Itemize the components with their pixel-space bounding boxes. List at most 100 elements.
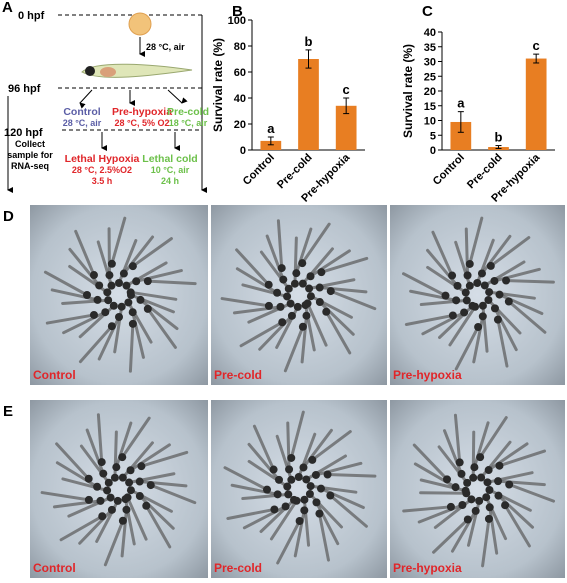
larva-head xyxy=(119,474,127,482)
photo-label: Control xyxy=(33,561,76,575)
larva-head xyxy=(442,292,450,300)
larva-head xyxy=(316,298,324,306)
larva-head xyxy=(294,303,302,311)
larva-head xyxy=(317,268,325,276)
larva-head xyxy=(470,463,478,471)
condition: 28 °C, 5% O2 xyxy=(114,118,169,128)
larva-head xyxy=(485,466,493,474)
y-tick-label: 5 xyxy=(430,130,436,142)
larva-head xyxy=(90,311,98,319)
larva-head xyxy=(94,296,102,304)
larva-head xyxy=(270,505,278,513)
larva-head xyxy=(283,292,291,300)
panel-label: E xyxy=(3,403,13,420)
y-tick-label: 20 xyxy=(424,86,436,98)
larva-head xyxy=(326,492,334,500)
larva-head xyxy=(481,281,489,289)
larva-head xyxy=(95,281,103,289)
y-tick-label: 10 xyxy=(424,116,436,128)
arrow xyxy=(168,90,182,103)
larva-head xyxy=(120,270,128,278)
larva-head xyxy=(144,305,152,313)
y-tick-label: 80 xyxy=(234,41,246,53)
larva-head xyxy=(108,260,116,268)
y-tick-label: 60 xyxy=(234,67,246,79)
larva-head xyxy=(278,264,286,272)
larva-head xyxy=(316,284,324,292)
larva-head xyxy=(479,302,487,310)
annotation: b xyxy=(495,130,503,145)
larva-head xyxy=(108,282,116,290)
time-label: 96 hpf xyxy=(8,83,41,95)
larva-head xyxy=(278,318,286,326)
condition: 28 °C, 2.5%O2 xyxy=(72,165,132,175)
larva-head xyxy=(307,292,315,300)
larva-head xyxy=(477,474,485,482)
larva-head xyxy=(107,494,115,502)
larva-head xyxy=(495,291,503,299)
panel-label: A xyxy=(2,0,13,16)
larva-head xyxy=(501,501,509,509)
larva-head xyxy=(125,479,133,487)
larva-head xyxy=(463,296,471,304)
larva-head xyxy=(101,308,109,316)
larva-head xyxy=(129,320,137,328)
larva-head xyxy=(505,298,513,306)
larva-head xyxy=(485,288,493,296)
y-tick-label: 40 xyxy=(234,93,246,105)
larva xyxy=(328,475,375,477)
larva-head xyxy=(447,503,455,511)
larva-head xyxy=(485,486,493,494)
condition: 10 °C, air xyxy=(151,165,190,175)
larva xyxy=(421,493,467,494)
photo xyxy=(211,205,387,385)
larva-head xyxy=(284,490,292,498)
larva-head xyxy=(312,498,320,506)
time-label: 120 hpf xyxy=(4,127,43,139)
larva-head xyxy=(458,501,466,509)
larva-head xyxy=(127,466,135,474)
larva-head xyxy=(299,280,307,288)
larva-head xyxy=(105,271,113,279)
photo-label: Pre-hypoxia xyxy=(393,368,462,382)
larva-head xyxy=(473,279,481,287)
group-label: Control xyxy=(63,106,100,118)
larva-head xyxy=(448,272,456,280)
larva-head xyxy=(93,483,101,491)
larva-head xyxy=(136,492,144,500)
larva-head xyxy=(85,496,93,504)
larva-head xyxy=(127,486,135,494)
larva-head xyxy=(449,311,457,319)
larva-head xyxy=(137,462,145,470)
x-tick-label: Pre-cold xyxy=(275,152,315,192)
annotation: a xyxy=(457,96,465,111)
larva-head xyxy=(283,483,291,491)
larva-head xyxy=(317,485,325,493)
larva-head xyxy=(502,277,510,285)
larva-head xyxy=(275,476,283,484)
larva-head xyxy=(144,277,152,285)
larva-head xyxy=(136,478,144,486)
photo-label: Pre-cold xyxy=(214,368,262,382)
y-tick-label: 15 xyxy=(424,101,436,113)
larva-head xyxy=(494,477,502,485)
larva-head xyxy=(327,287,335,295)
larva-head xyxy=(298,259,306,267)
group-label: Pre-cold xyxy=(167,106,209,118)
photo xyxy=(390,400,565,578)
larva-head xyxy=(122,506,130,514)
y-tick-label: 40 xyxy=(424,27,436,39)
photo-label: Pre-hypoxia xyxy=(393,561,462,575)
larva-head xyxy=(312,471,320,479)
larva-head xyxy=(104,296,112,304)
larva-head xyxy=(90,271,98,279)
group-label: Lethal Hypoxia xyxy=(65,153,140,165)
egg xyxy=(129,13,151,35)
larva-head xyxy=(475,497,483,505)
condition: 28 °C, air xyxy=(63,118,102,128)
larva-head xyxy=(112,463,120,471)
larva-head xyxy=(505,480,513,488)
larva-head xyxy=(472,507,480,515)
larva-head xyxy=(292,269,300,277)
larva-head xyxy=(324,471,332,479)
